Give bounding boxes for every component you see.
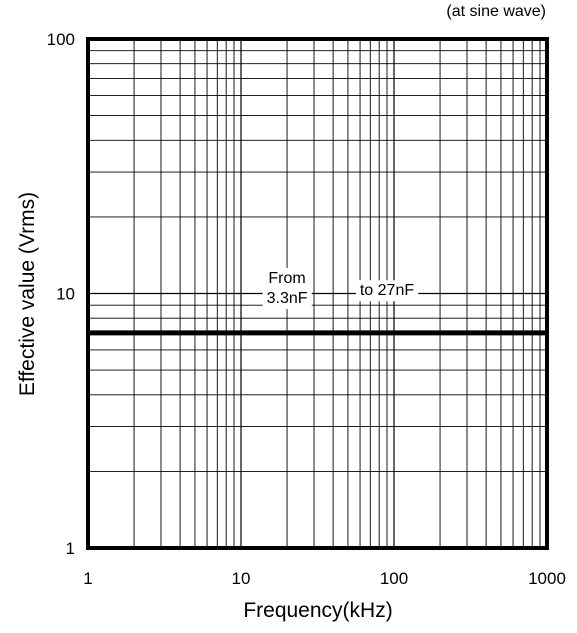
annotation-text: From xyxy=(268,270,305,287)
annotations: From 3.3nF to 27nF xyxy=(262,268,419,310)
annotation-text: 3.3nF xyxy=(267,290,308,307)
y-axis-title: Effective value (Vrms) xyxy=(16,192,39,396)
annotation-background xyxy=(355,280,419,302)
y-tick-label: 100 xyxy=(47,30,75,49)
x-tick-label: 10 xyxy=(232,569,251,588)
plot-frame xyxy=(86,37,549,550)
annotation-background xyxy=(262,268,312,310)
chart-note: (at sine wave) xyxy=(446,3,546,20)
x-axis-title: Frequency(kHz) xyxy=(243,599,392,622)
x-tick-label: 1 xyxy=(83,569,92,588)
x-tick-label: 100 xyxy=(380,569,408,588)
annotation: From 3.3nF xyxy=(262,268,312,310)
y-tick-label: 10 xyxy=(56,285,75,304)
grid xyxy=(87,39,547,549)
tick-labels: 1 10 100 1000 1 10 100 xyxy=(47,30,566,588)
annotation-text: to 27nF xyxy=(360,282,414,299)
x-tick-label: 1000 xyxy=(528,569,566,588)
y-tick-label: 1 xyxy=(66,539,75,558)
annotation: to 27nF xyxy=(355,280,419,302)
